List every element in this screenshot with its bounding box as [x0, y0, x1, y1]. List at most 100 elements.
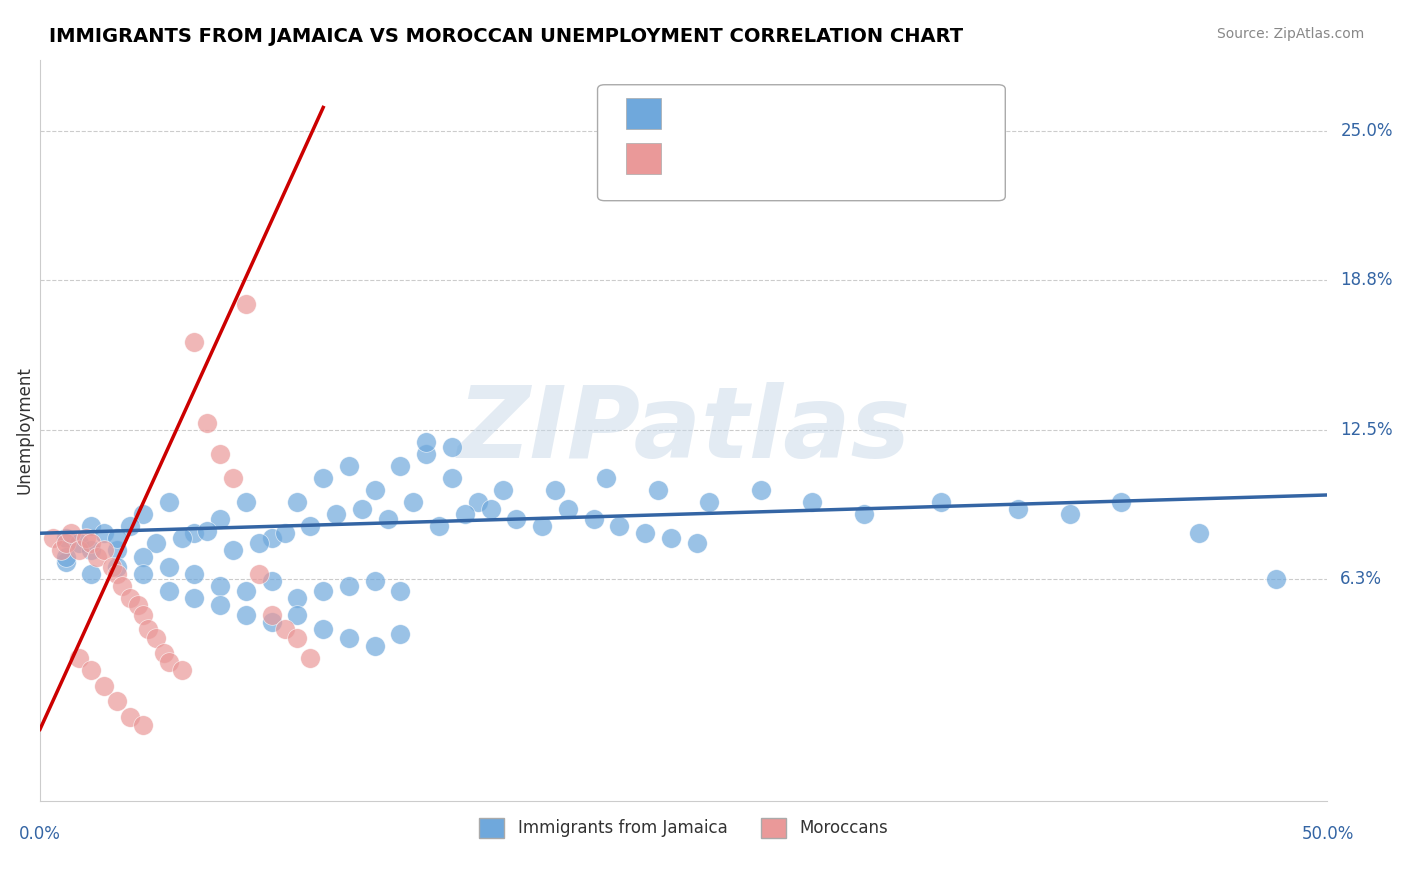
Immigrants from Jamaica [1007, 502, 1029, 516]
Immigrants from Jamaica [287, 607, 309, 622]
Immigrants from Jamaica [170, 531, 193, 545]
Immigrants from Jamaica [1111, 495, 1133, 509]
Text: N = 36: N = 36 [837, 150, 904, 168]
Immigrants from Jamaica [595, 471, 617, 485]
Immigrants from Jamaica [505, 512, 527, 526]
Immigrants from Jamaica [350, 502, 373, 516]
Immigrants from Jamaica [402, 495, 425, 509]
Immigrants from Jamaica [209, 579, 232, 593]
Immigrants from Jamaica [801, 495, 824, 509]
Immigrants from Jamaica [440, 471, 463, 485]
Immigrants from Jamaica [312, 583, 335, 598]
Moroccans [222, 471, 245, 485]
Moroccans [101, 559, 124, 574]
Immigrants from Jamaica [80, 543, 103, 558]
Moroccans [120, 591, 142, 605]
Immigrants from Jamaica [647, 483, 669, 498]
Moroccans [67, 543, 90, 558]
Moroccans [67, 650, 90, 665]
Immigrants from Jamaica [312, 622, 335, 636]
Immigrants from Jamaica [1188, 526, 1211, 541]
Moroccans [93, 543, 115, 558]
Immigrants from Jamaica [105, 531, 128, 545]
Immigrants from Jamaica [337, 632, 360, 646]
Moroccans [59, 526, 82, 541]
Immigrants from Jamaica [105, 543, 128, 558]
Immigrants from Jamaica [389, 459, 412, 474]
Moroccans [55, 536, 77, 550]
Moroccans [105, 566, 128, 581]
Immigrants from Jamaica [467, 495, 489, 509]
Immigrants from Jamaica [80, 566, 103, 581]
Moroccans [120, 710, 142, 724]
Moroccans [75, 531, 97, 545]
Text: 25.0%: 25.0% [1340, 122, 1393, 140]
Immigrants from Jamaica [364, 574, 387, 588]
Immigrants from Jamaica [337, 579, 360, 593]
Immigrants from Jamaica [685, 536, 707, 550]
Text: R =  0.715: R = 0.715 [675, 150, 779, 168]
Immigrants from Jamaica [557, 502, 579, 516]
Immigrants from Jamaica [183, 591, 205, 605]
Immigrants from Jamaica [287, 591, 309, 605]
Moroccans [209, 447, 232, 461]
Moroccans [105, 694, 128, 708]
Moroccans [80, 536, 103, 550]
Moroccans [170, 663, 193, 677]
Text: N = 86: N = 86 [837, 105, 904, 123]
Moroccans [145, 632, 167, 646]
Text: 50.0%: 50.0% [1302, 825, 1354, 843]
Immigrants from Jamaica [105, 559, 128, 574]
Immigrants from Jamaica [531, 519, 554, 533]
Text: 18.8%: 18.8% [1340, 270, 1393, 289]
Immigrants from Jamaica [157, 583, 180, 598]
Immigrants from Jamaica [195, 524, 218, 538]
Immigrants from Jamaica [492, 483, 515, 498]
Immigrants from Jamaica [273, 526, 295, 541]
Immigrants from Jamaica [454, 507, 477, 521]
Immigrants from Jamaica [749, 483, 772, 498]
Moroccans [42, 531, 65, 545]
Moroccans [86, 550, 108, 565]
Immigrants from Jamaica [120, 519, 142, 533]
Immigrants from Jamaica [440, 440, 463, 454]
Immigrants from Jamaica [699, 495, 721, 509]
Immigrants from Jamaica [132, 507, 155, 521]
Immigrants from Jamaica [183, 566, 205, 581]
Text: IMMIGRANTS FROM JAMAICA VS MOROCCAN UNEMPLOYMENT CORRELATION CHART: IMMIGRANTS FROM JAMAICA VS MOROCCAN UNEM… [49, 27, 963, 45]
Immigrants from Jamaica [235, 495, 257, 509]
Immigrants from Jamaica [1059, 507, 1081, 521]
Immigrants from Jamaica [55, 531, 77, 545]
Moroccans [127, 598, 149, 612]
Immigrants from Jamaica [260, 531, 283, 545]
Immigrants from Jamaica [544, 483, 567, 498]
Moroccans [287, 632, 309, 646]
Immigrants from Jamaica [222, 543, 245, 558]
Moroccans [152, 646, 174, 660]
Text: R =  0.083: R = 0.083 [675, 105, 779, 123]
Moroccans [195, 416, 218, 430]
Immigrants from Jamaica [157, 495, 180, 509]
Immigrants from Jamaica [55, 555, 77, 569]
Text: Source: ZipAtlas.com: Source: ZipAtlas.com [1216, 27, 1364, 41]
Immigrants from Jamaica [55, 550, 77, 565]
Immigrants from Jamaica [364, 639, 387, 653]
Immigrants from Jamaica [247, 536, 270, 550]
Moroccans [132, 607, 155, 622]
Immigrants from Jamaica [260, 615, 283, 629]
Moroccans [80, 663, 103, 677]
Immigrants from Jamaica [337, 459, 360, 474]
Text: 0.0%: 0.0% [20, 825, 60, 843]
Moroccans [183, 334, 205, 349]
Immigrants from Jamaica [209, 598, 232, 612]
Immigrants from Jamaica [312, 471, 335, 485]
Immigrants from Jamaica [67, 536, 90, 550]
Immigrants from Jamaica [325, 507, 347, 521]
Immigrants from Jamaica [132, 566, 155, 581]
Immigrants from Jamaica [427, 519, 450, 533]
Immigrants from Jamaica [287, 495, 309, 509]
Immigrants from Jamaica [132, 550, 155, 565]
Immigrants from Jamaica [929, 495, 952, 509]
Immigrants from Jamaica [389, 583, 412, 598]
Legend: Immigrants from Jamaica, Moroccans: Immigrants from Jamaica, Moroccans [472, 811, 894, 845]
